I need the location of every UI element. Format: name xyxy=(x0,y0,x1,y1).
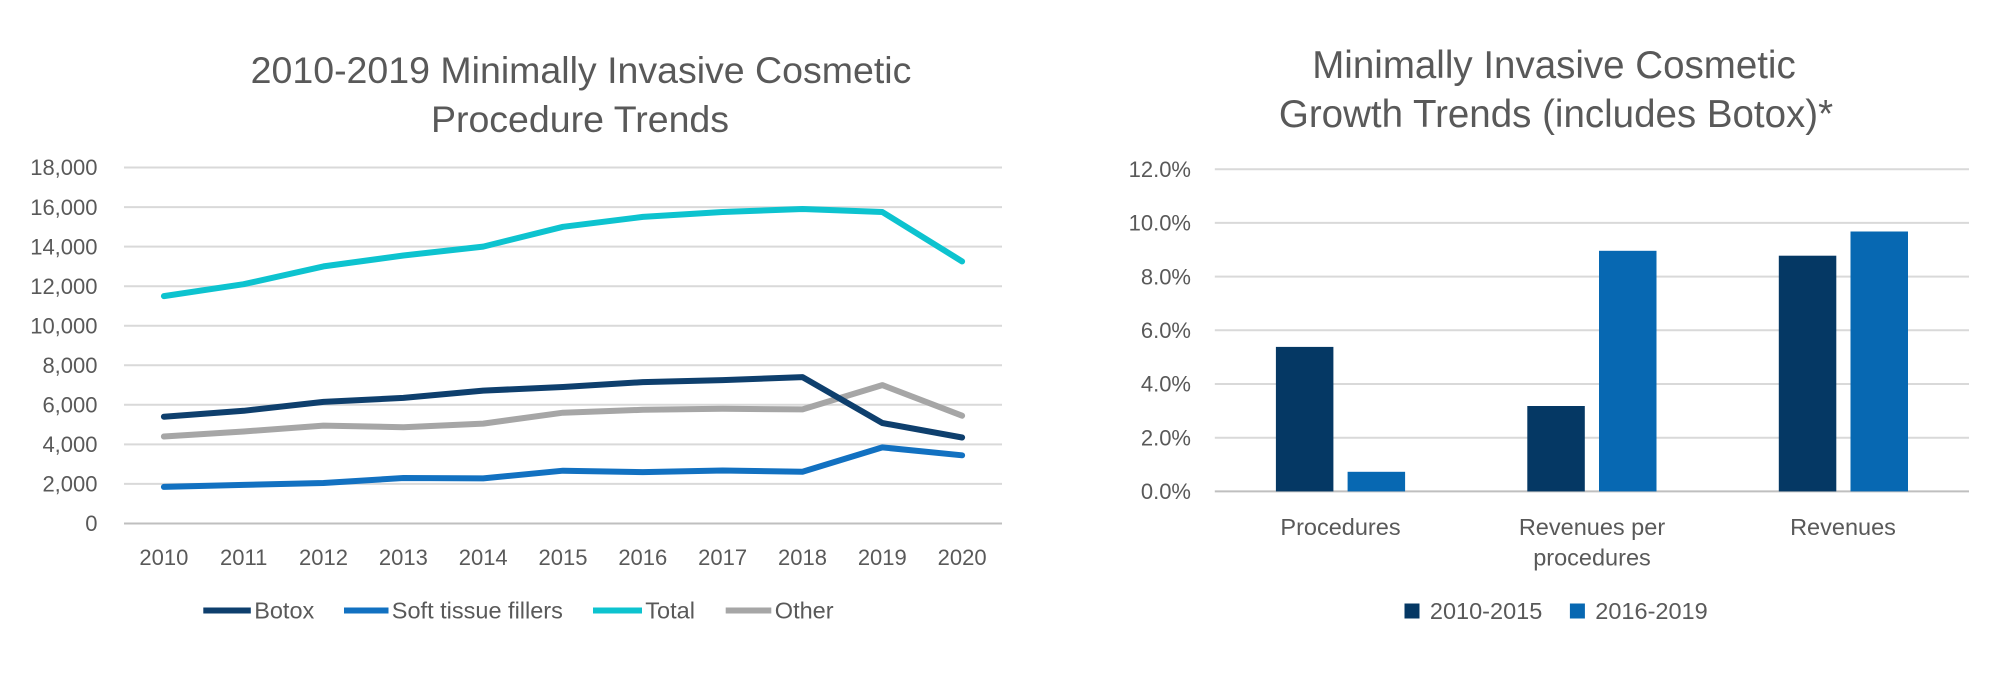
svg-text:2.0%: 2.0% xyxy=(1141,425,1191,450)
svg-text:18,000: 18,000 xyxy=(30,155,97,180)
svg-text:2018: 2018 xyxy=(778,545,827,570)
svg-text:0: 0 xyxy=(85,511,97,536)
svg-text:4.0%: 4.0% xyxy=(1141,372,1191,397)
svg-text:Other: Other xyxy=(775,598,834,624)
svg-text:4,000: 4,000 xyxy=(42,432,97,457)
svg-text:12.0%: 12.0% xyxy=(1129,157,1191,182)
svg-text:Procedure Trends: Procedure Trends xyxy=(431,98,729,140)
svg-text:Procedures: Procedures xyxy=(1280,514,1400,540)
svg-text:8,000: 8,000 xyxy=(42,353,97,378)
svg-text:12,000: 12,000 xyxy=(30,274,97,299)
svg-text:2010-2015: 2010-2015 xyxy=(1430,598,1542,624)
svg-text:10,000: 10,000 xyxy=(30,313,97,338)
svg-text:0.0%: 0.0% xyxy=(1141,479,1191,504)
svg-text:2017: 2017 xyxy=(698,545,747,570)
svg-text:2013: 2013 xyxy=(379,545,428,570)
svg-text:Total: Total xyxy=(645,598,695,624)
svg-text:2019: 2019 xyxy=(858,545,907,570)
svg-text:procedures: procedures xyxy=(1533,545,1651,571)
svg-text:2010: 2010 xyxy=(139,545,188,570)
svg-text:2016-2019: 2016-2019 xyxy=(1595,598,1707,624)
svg-text:2014: 2014 xyxy=(459,545,508,570)
svg-text:14,000: 14,000 xyxy=(30,234,97,259)
svg-text:8.0%: 8.0% xyxy=(1141,264,1191,289)
svg-text:Minimally Invasive Cosmetic: Minimally Invasive Cosmetic xyxy=(1312,44,1796,87)
svg-text:6.0%: 6.0% xyxy=(1141,318,1191,343)
svg-text:2016: 2016 xyxy=(618,545,667,570)
svg-text:2012: 2012 xyxy=(299,545,348,570)
svg-text:Revenues: Revenues xyxy=(1790,514,1896,540)
svg-text:Growth Trends (includes Botox): Growth Trends (includes Botox)* xyxy=(1279,93,1833,136)
svg-text:Revenues per: Revenues per xyxy=(1519,514,1665,540)
svg-text:2010-2019 Minimally Invasive C: 2010-2019 Minimally Invasive Cosmetic xyxy=(251,49,912,91)
svg-text:2020: 2020 xyxy=(938,545,987,570)
svg-text:16,000: 16,000 xyxy=(30,195,97,220)
svg-text:2011: 2011 xyxy=(220,545,267,570)
svg-text:10.0%: 10.0% xyxy=(1129,211,1191,236)
svg-text:2015: 2015 xyxy=(539,545,588,570)
svg-text:Botox: Botox xyxy=(254,598,314,624)
svg-text:2,000: 2,000 xyxy=(42,472,97,497)
svg-text:6,000: 6,000 xyxy=(42,393,97,418)
svg-text:Soft tissue fillers: Soft tissue fillers xyxy=(392,598,563,624)
